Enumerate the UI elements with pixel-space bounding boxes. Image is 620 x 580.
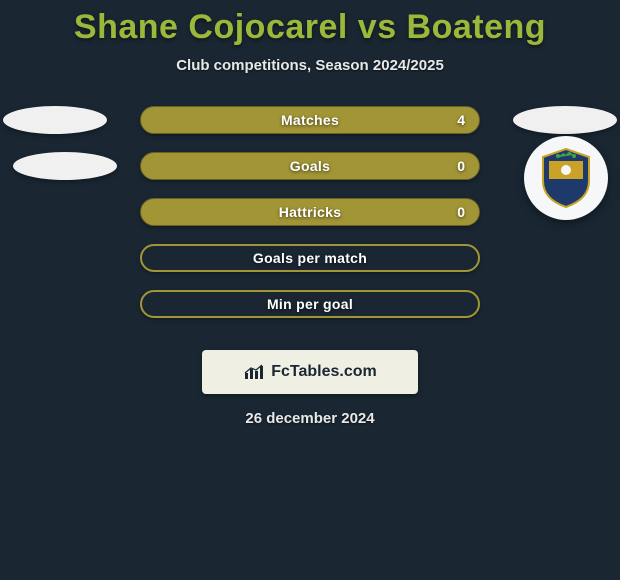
- stat-row: Goals per match: [0, 244, 620, 290]
- brand-box: FcTables.com: [202, 350, 418, 394]
- stat-label: Hattricks: [279, 204, 342, 220]
- subtitle: Club competitions, Season 2024/2025: [0, 57, 620, 74]
- brand-label: FcTables.com: [271, 363, 377, 381]
- stat-label: Min per goal: [267, 296, 353, 312]
- stat-bar: Min per goal: [140, 290, 480, 318]
- stat-row: Goals 0: [0, 152, 620, 198]
- right-badge-slot: [510, 106, 620, 134]
- stat-label: Matches: [281, 112, 339, 128]
- stat-bar: Matches 4: [140, 106, 480, 134]
- page-title: Shane Cojocarel vs Boateng: [0, 0, 620, 47]
- stat-row: Hattricks 0: [0, 198, 620, 244]
- player-photo-placeholder: [513, 106, 617, 134]
- stats-block: Matches 4 Goals 0: [0, 106, 620, 336]
- stat-value: 0: [457, 158, 465, 174]
- stat-value: 0: [457, 204, 465, 220]
- stat-row: Min per goal: [0, 290, 620, 336]
- stat-row: Matches 4: [0, 106, 620, 152]
- stat-value: 4: [457, 112, 465, 128]
- stat-label: Goals: [290, 158, 330, 174]
- stat-bar: Goals 0: [140, 152, 480, 180]
- stat-bar: Hattricks 0: [140, 198, 480, 226]
- stat-bar: Goals per match: [140, 244, 480, 272]
- bar-chart-icon: [243, 363, 265, 381]
- stat-label: Goals per match: [253, 250, 367, 266]
- date-label: 26 december 2024: [0, 410, 620, 427]
